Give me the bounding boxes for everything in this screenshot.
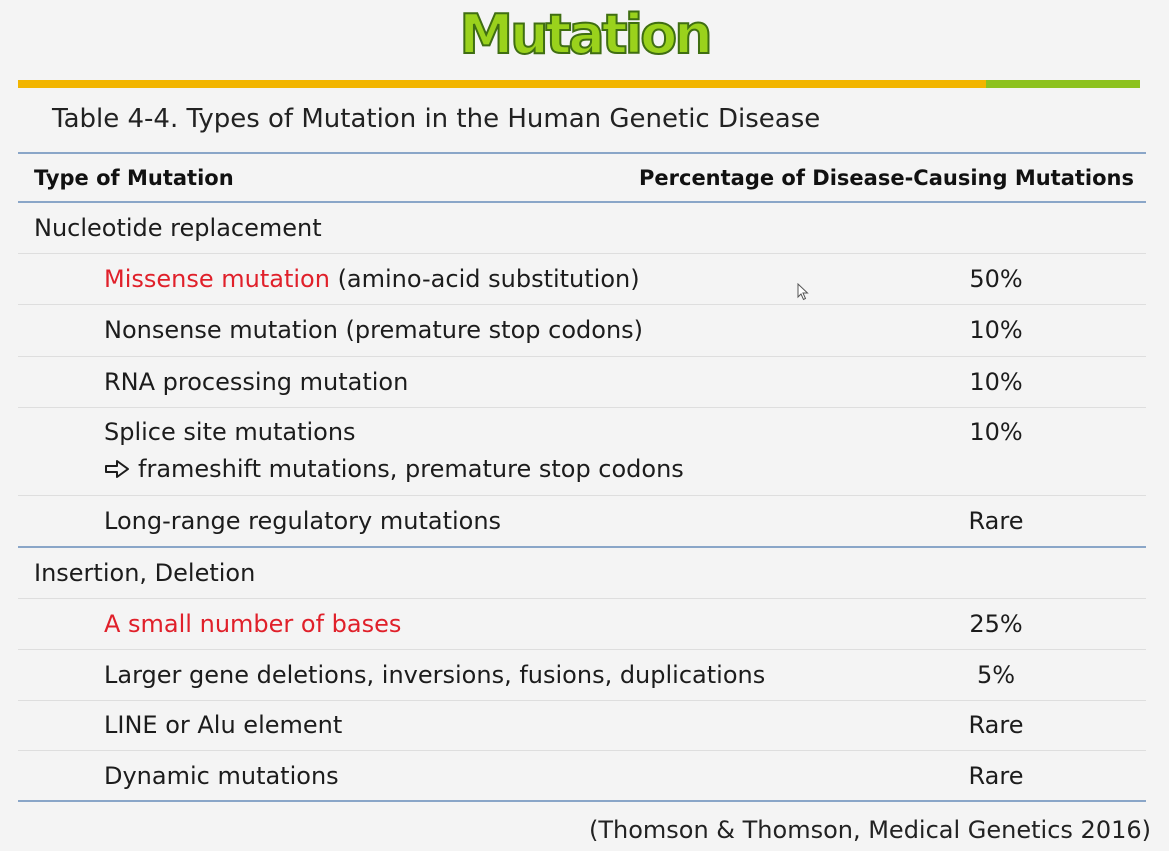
slide-title: Mutation xyxy=(458,2,713,67)
group-label-nucleotide-replacement: Nucleotide replacement xyxy=(34,214,322,242)
row-percent-splice-site: 10% xyxy=(969,418,1023,446)
row-divider xyxy=(18,750,1146,751)
row-name-larger-gene-deletions: Larger gene deletions, inversions, fusio… xyxy=(104,661,766,689)
title-underline-yellow xyxy=(18,80,986,88)
row-subline-splice-site-text: frameshift mutations, premature stop cod… xyxy=(138,455,684,483)
row-divider xyxy=(18,598,1146,599)
row-divider xyxy=(18,304,1146,305)
mouse-pointer-icon xyxy=(797,283,809,301)
row-percent-missense: 50% xyxy=(969,265,1023,293)
title-underline-bar xyxy=(18,80,1140,88)
table-top-rule xyxy=(18,152,1146,154)
header-bottom-rule xyxy=(18,201,1146,203)
row-percent-dynamic-mutations: Rare xyxy=(968,762,1024,790)
row-name-missense-highlight: Missense mutation xyxy=(104,265,330,293)
row-divider xyxy=(18,649,1146,650)
row-subline-splice-site: frameshift mutations, premature stop cod… xyxy=(104,455,684,483)
group-divider-rule xyxy=(18,546,1146,548)
row-percent-larger-gene-deletions: 5% xyxy=(976,661,1016,689)
row-divider xyxy=(18,356,1146,357)
header-type-of-mutation: Type of Mutation xyxy=(34,166,234,190)
title-underline-green xyxy=(986,80,1140,88)
group-label-insertion-deletion: Insertion, Deletion xyxy=(34,559,256,587)
row-percent-rna-processing: 10% xyxy=(969,368,1023,396)
row-divider xyxy=(18,253,1146,254)
row-percent-line-or-alu: Rare xyxy=(968,711,1024,739)
table-caption: Table 4-4. Types of Mutation in the Huma… xyxy=(52,104,821,134)
source-citation: (Thomson & Thomson, Medical Genetics 201… xyxy=(588,816,1151,844)
row-name-missense-rest: (amino-acid substitution) xyxy=(329,265,640,293)
row-name-missense: Missense mutation (amino-acid substituti… xyxy=(104,265,640,293)
table-bottom-rule xyxy=(18,800,1146,802)
row-name-line-or-alu: LINE or Alu element xyxy=(104,711,343,739)
row-divider xyxy=(18,495,1146,496)
row-name-long-range-regulatory: Long-range regulatory mutations xyxy=(104,507,502,535)
row-name-rna-processing: RNA processing mutation xyxy=(104,368,409,396)
row-percent-nonsense: 10% xyxy=(969,316,1023,344)
row-divider xyxy=(18,700,1146,701)
row-name-small-number-of-bases: A small number of bases xyxy=(104,610,402,638)
row-divider xyxy=(18,407,1146,408)
row-percent-small-number-of-bases: 25% xyxy=(969,610,1023,638)
right-arrow-icon xyxy=(105,460,129,478)
row-name-splice-site: Splice site mutations xyxy=(104,418,356,446)
row-percent-long-range-regulatory: Rare xyxy=(968,507,1024,535)
row-name-nonsense: Nonsense mutation (premature stop codons… xyxy=(104,316,644,344)
header-percentage: Percentage of Disease-Causing Mutations xyxy=(639,166,1134,190)
row-name-dynamic-mutations: Dynamic mutations xyxy=(104,762,339,790)
